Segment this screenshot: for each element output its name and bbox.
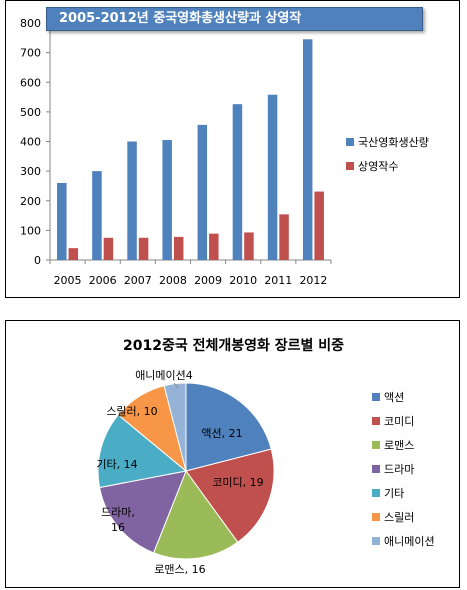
legend-label: 드라마: [384, 463, 415, 476]
legend-swatch: [372, 513, 380, 521]
bar-screenings: [138, 237, 149, 260]
bar-screenings: [68, 248, 79, 260]
legend-swatch: [372, 465, 380, 473]
legend-swatch: [372, 537, 380, 545]
legend-swatch: [346, 162, 354, 170]
bar-screenings: [173, 236, 184, 260]
legend-label: 액션: [384, 391, 405, 404]
legend-swatch: [372, 489, 380, 497]
legend-label: 코미디: [384, 415, 415, 428]
pie-data-label: 애니메이션4: [135, 369, 193, 382]
legend-label: 애니메이션: [384, 535, 435, 548]
pie-chart: 액션, 21 코미디, 19 로맨스, 16 드라마, 16 기타, 14 스릴러, 10 애…: [96, 369, 275, 576]
legend-swatch: [346, 138, 354, 146]
legend-label: 스릴러: [384, 511, 415, 524]
x-tick-label: 2012: [299, 274, 327, 287]
y-tick-label: 400: [20, 136, 41, 149]
pie-chart-panel: 2012중국 전체개봉영화 장르별 비중 액션, 21 코미디, 19 로맨스, 1…: [5, 320, 460, 588]
y-tick-label: 600: [20, 76, 41, 89]
pie-data-label: 스릴러, 10: [106, 405, 157, 418]
x-tick-label: 2006: [89, 274, 117, 287]
pie-chart-title: 2012중국 전체개봉영화 장르별 비중: [122, 338, 345, 354]
legend-swatch: [372, 441, 380, 449]
pie-data-label: 액션, 21: [201, 427, 242, 440]
bar-chart: 0 100 200 300 400 500 600 700 800 2005 2006 2007 200…: [20, 17, 332, 287]
bar-screenings: [314, 191, 324, 260]
x-tick-label: 2011: [264, 274, 292, 287]
y-tick-label: 100: [20, 224, 41, 237]
y-tick-label: 200: [20, 195, 41, 208]
x-tick-label: 2008: [159, 274, 187, 287]
bar-production: [57, 182, 67, 260]
y-tick-label: 0: [34, 254, 41, 267]
pie-leader-line: [173, 382, 179, 389]
bar-chart-title: 2005-2012년 중국영화총생산량과 상영작: [46, 7, 423, 31]
pie-data-label: 로맨스, 16: [154, 563, 205, 576]
bar-production: [162, 140, 172, 260]
bar-production: [197, 124, 208, 260]
pie-data-label: 코미디, 19: [212, 476, 263, 489]
y-tick-label: 300: [20, 165, 41, 178]
bar-screenings: [244, 232, 254, 260]
legend-swatch: [372, 393, 380, 401]
x-tick-label: 2009: [194, 274, 222, 287]
legend-item: 기타: [372, 481, 435, 505]
pie-slice: [98, 470, 187, 554]
legend-item: 코미디: [372, 409, 435, 433]
bar-screenings: [209, 233, 219, 260]
legend-label: 국산영화생산량: [358, 136, 429, 149]
pie-data-label: 드라마, 16: [101, 506, 135, 534]
pie-slice: [152, 469, 239, 560]
bar-chart-panel: 0 100 200 300 400 500 600 700 800 2005 2006 2007 200…: [5, 0, 460, 298]
pie-slice: [97, 414, 188, 489]
bar-production: [267, 94, 278, 260]
pie-data-label: 기타, 14: [96, 458, 137, 471]
bar-production: [92, 171, 102, 260]
legend-item: 드라마: [372, 457, 435, 481]
bar-production: [302, 39, 313, 261]
bar-production: [232, 104, 243, 260]
legend-item: 애니메이션: [372, 529, 435, 553]
bar-screenings: [103, 237, 114, 260]
legend-item: 액션: [372, 385, 435, 409]
bar-production: [127, 141, 137, 260]
bar-screenings: [279, 214, 289, 260]
bar-chart-legend: 국산영화생산량 상영작수: [346, 130, 429, 178]
x-tick-label: 2007: [124, 274, 152, 287]
x-tick-label: 2005: [54, 274, 82, 287]
legend-swatch: [372, 417, 380, 425]
legend-label: 로맨스: [384, 439, 415, 452]
legend-item: 로맨스: [372, 433, 435, 457]
legend-item-series-0: 국산영화생산량: [346, 130, 429, 154]
y-tick-label: 500: [20, 106, 41, 119]
legend-label: 상영작수: [358, 160, 399, 173]
y-tick-label: 700: [20, 47, 41, 60]
x-tick-label: 2010: [229, 274, 257, 287]
y-tick-label: 800: [20, 17, 41, 30]
legend-item-series-1: 상영작수: [346, 154, 429, 178]
legend-label: 기타: [384, 487, 405, 500]
pie-slice: [185, 448, 275, 543]
legend-item: 스릴러: [372, 505, 435, 529]
pie-slice: [185, 382, 272, 472]
